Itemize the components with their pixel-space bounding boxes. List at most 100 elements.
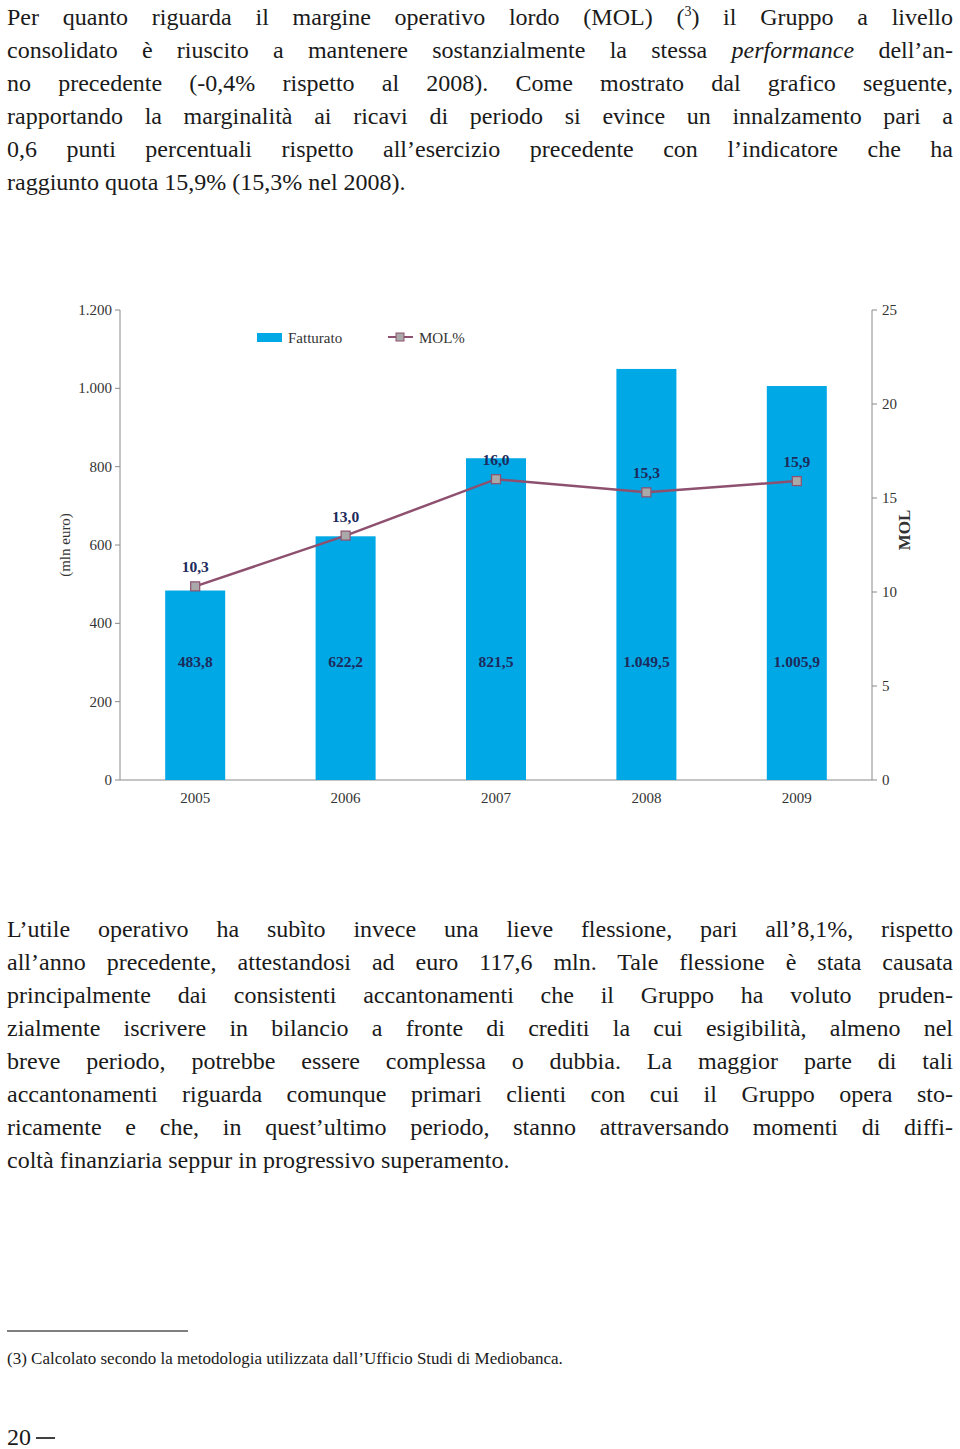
chart: 02004006008001.0001.20005101520252005200… — [0, 0, 960, 1449]
line-value-label: 13,0 — [332, 508, 359, 525]
bar-value-label: 1.049,5 — [623, 653, 670, 670]
text-run: all’anno precedente, attestandosi ad eur… — [7, 949, 953, 975]
text-run: performance — [731, 37, 854, 63]
marker — [642, 488, 651, 497]
y-tick-label: 0 — [105, 772, 113, 788]
text-run: 0,6 punti percentuali rispetto all’eserc… — [7, 136, 953, 162]
y-tick-label: 800 — [90, 459, 113, 475]
y-tick-label: 400 — [90, 615, 113, 631]
y2-tick-label: 25 — [882, 302, 897, 318]
y-tick — [115, 388, 120, 389]
marker — [492, 475, 501, 484]
y-tick — [115, 623, 120, 624]
footnote: (3) Calcolato secondo la metodologia uti… — [7, 1348, 563, 1370]
text-line: breve periodo, potrebbe essere complessa… — [7, 1045, 953, 1078]
text-run: dell’an- — [854, 37, 953, 63]
bar-value-label: 483,8 — [178, 653, 213, 670]
text-line: principalmente dai consistenti accantona… — [7, 979, 953, 1012]
y-tick-label: 1.000 — [78, 380, 112, 396]
line-value-label: 15,9 — [783, 453, 810, 470]
marker — [341, 531, 350, 540]
legend-marker — [396, 333, 404, 341]
bar — [316, 536, 376, 780]
text-line: rapportando la marginalità ai ricavi di … — [7, 100, 953, 133]
y2-tick-label: 0 — [882, 772, 890, 788]
page-dash — [36, 1437, 55, 1439]
y-tick — [115, 545, 120, 546]
y2-tick — [872, 686, 877, 687]
legend-label: MOL% — [419, 330, 465, 346]
page-number: 20 — [7, 1422, 31, 1449]
text-run: breve periodo, potrebbe essere complessa… — [7, 1048, 953, 1074]
y2-tick — [872, 310, 877, 311]
text-line: ricamente e che, in quest’ultimo periodo… — [7, 1111, 953, 1144]
line-value-label: 16,0 — [482, 451, 509, 468]
text-run: 3 — [684, 4, 691, 19]
text-run: coltà finanziaria seppur in progressivo … — [7, 1147, 510, 1173]
y-tick — [115, 466, 120, 467]
y-tick-label: 600 — [90, 537, 113, 553]
text-line: raggiunto quota 15,9% (15,3% nel 2008). — [7, 166, 953, 199]
footnote-text: Calcolato secondo la metodologia utilizz… — [31, 1349, 563, 1368]
y-tick — [115, 310, 120, 311]
bar-value-label: 622,2 — [328, 653, 363, 670]
text-run: principalmente dai consistenti accantona… — [7, 982, 953, 1008]
y2-tick-label: 20 — [882, 396, 897, 412]
plot-area — [165, 369, 827, 780]
text-line: zialmente iscrivere in bilancio a fronte… — [7, 1012, 953, 1045]
y-tick — [115, 780, 120, 781]
y-tick — [115, 701, 120, 702]
legend-label: Fatturato — [288, 330, 342, 346]
text-line: 0,6 punti percentuali rispetto all’eserc… — [7, 133, 953, 166]
y-tick-label: 1.200 — [78, 302, 112, 318]
marker — [191, 582, 200, 591]
line-value-label: 15,3 — [633, 464, 660, 481]
y2-tick — [872, 592, 877, 593]
data-labels: 483,8 622,2 821,5 1.049,5 1.005,9 10,3 13,0 16,… — [178, 451, 821, 670]
text-line: L’utile operativo ha subìto invece una l… — [7, 913, 953, 946]
text-line: coltà finanziaria seppur in progressivo … — [7, 1144, 953, 1177]
bar-value-label: 821,5 — [479, 653, 514, 670]
y2-axis — [872, 310, 873, 780]
marker — [792, 477, 801, 486]
bar — [616, 369, 676, 780]
bar-value-label: 1.005,9 — [774, 653, 821, 670]
y-axis-label: (mln euro) — [57, 513, 74, 577]
text-run: L’utile operativo ha subìto invece una l… — [7, 916, 953, 942]
text-run: consolidato è riuscito a mantenere sosta… — [7, 37, 731, 63]
y-tick-label: 200 — [90, 694, 113, 710]
footnote-marker: (3) — [7, 1349, 27, 1368]
y2-axis-label: MOL — [895, 510, 914, 551]
text-run: ) il Gruppo a livello — [691, 4, 953, 30]
text-line: consolidato è riuscito a mantenere sosta… — [7, 34, 953, 67]
text-run: rapportando la marginalità ai ricavi di … — [7, 103, 953, 129]
footnote-rule — [7, 1331, 188, 1332]
text-run: raggiunto quota 15,9% (15,3% nel 2008). — [7, 169, 406, 195]
text-run: no precedente (-0,4% rispetto al 2008). … — [7, 70, 953, 96]
text-line: Per quanto riguarda il margine operativo… — [7, 1, 953, 34]
legend: Fatturato MOL% — [257, 330, 465, 346]
line — [195, 479, 797, 586]
x-tick-label: 2005 — [180, 790, 210, 806]
y2-tick-label: 10 — [882, 584, 897, 600]
text-run: accantonamenti riguarda comunque primari… — [7, 1081, 953, 1107]
y2-tick-label: 5 — [882, 678, 890, 694]
y2-tick — [872, 780, 877, 781]
y2-tick — [872, 498, 877, 499]
x-tick-label: 2006 — [331, 790, 362, 806]
x-tick-label: 2009 — [782, 790, 812, 806]
text-run: ricamente e che, in quest’ultimo periodo… — [7, 1114, 953, 1140]
text-run: Per quanto riguarda il margine operativo… — [7, 4, 684, 30]
x-tick-label: 2007 — [481, 790, 512, 806]
bar — [466, 458, 526, 780]
x-tick-label: 2008 — [631, 790, 661, 806]
legend-swatch — [257, 333, 282, 342]
text-run: zialmente iscrivere in bilancio a fronte… — [7, 1015, 953, 1041]
bar — [767, 386, 827, 780]
text-line: all’anno precedente, attestandosi ad eur… — [7, 946, 953, 979]
y2-tick — [872, 404, 877, 405]
line-value-label: 10,3 — [182, 558, 209, 575]
text-line: accantonamenti riguarda comunque primari… — [7, 1078, 953, 1111]
text-line: no precedente (-0,4% rispetto al 2008). … — [7, 67, 953, 100]
y2-tick-label: 15 — [882, 490, 897, 506]
